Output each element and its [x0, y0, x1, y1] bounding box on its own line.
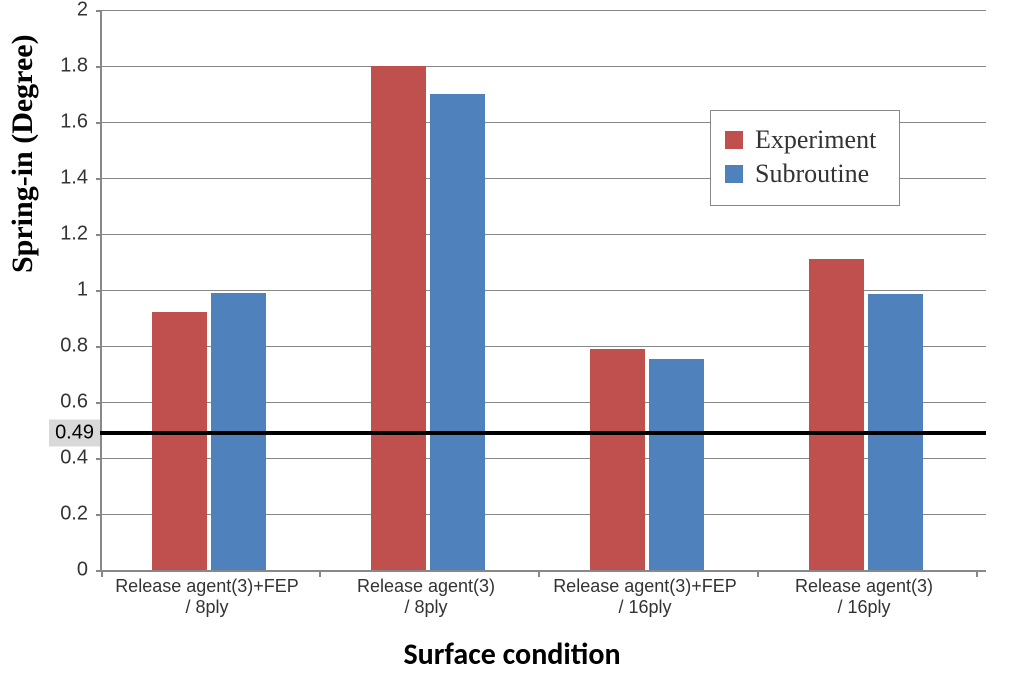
y-tick-label: 1.4: [28, 167, 88, 190]
x-category-label-line1: Release agent(3): [316, 576, 536, 597]
gridline: [102, 66, 986, 67]
y-tick: [96, 402, 102, 404]
legend-item: Subroutine: [725, 159, 883, 189]
legend-label: Experiment: [755, 125, 876, 155]
y-tick-label: 0.6: [28, 391, 88, 414]
x-category-label-line2: / 8ply: [316, 597, 536, 618]
plot-area: [100, 10, 986, 572]
y-tick: [96, 234, 102, 236]
bar-experiment: [590, 349, 645, 570]
legend-swatch: [725, 131, 743, 149]
bar-experiment: [152, 312, 207, 570]
x-category-label: Release agent(3)/ 16ply: [754, 576, 974, 617]
x-tick: [976, 570, 978, 577]
x-axis-title: Surface condition: [0, 636, 1024, 673]
x-category-label: Release agent(3)/ 8ply: [316, 576, 536, 617]
gridline: [102, 234, 986, 235]
x-axis-title-text: Surface condition: [403, 636, 620, 673]
x-category-label-line2: / 16ply: [754, 597, 974, 618]
y-tick: [96, 122, 102, 124]
y-tick-label: 1.2: [28, 223, 88, 246]
legend: Experiment Subroutine: [710, 110, 900, 206]
y-tick-label: 1.8: [28, 55, 88, 78]
legend-item: Experiment: [725, 125, 883, 155]
x-category-label-line1: Release agent(3): [754, 576, 974, 597]
reference-line: [88, 431, 986, 435]
x-category-label-line1: Release agent(3)+FEP: [97, 576, 317, 597]
y-tick: [96, 458, 102, 460]
y-tick: [96, 66, 102, 68]
y-tick-label: 0.4: [28, 447, 88, 470]
y-tick-label: 1.6: [28, 111, 88, 134]
y-tick-label: 1: [28, 279, 88, 302]
legend-swatch: [725, 165, 743, 183]
x-category-label-line2: / 8ply: [97, 597, 317, 618]
y-tick-label: 0.8: [28, 335, 88, 358]
bar-experiment: [809, 259, 864, 570]
x-category-label-line2: / 16ply: [535, 597, 755, 618]
chart-container: Spring-in (Degree) Surface condition Exp…: [0, 0, 1024, 687]
y-tick-label: 0: [28, 559, 88, 582]
legend-label: Subroutine: [755, 159, 869, 189]
y-tick: [96, 346, 102, 348]
bar-subroutine: [649, 359, 704, 570]
reference-line-label: 0.49: [49, 419, 100, 446]
y-tick-label: 0.2: [28, 503, 88, 526]
y-tick-label: 2: [28, 0, 88, 22]
bar-experiment: [371, 66, 426, 570]
y-tick: [96, 514, 102, 516]
x-category-label: Release agent(3)+FEP/ 8ply: [97, 576, 317, 617]
y-tick: [96, 290, 102, 292]
x-category-label-line1: Release agent(3)+FEP: [535, 576, 755, 597]
y-tick: [96, 10, 102, 12]
x-category-label: Release agent(3)+FEP/ 16ply: [535, 576, 755, 617]
bar-subroutine: [430, 94, 485, 570]
y-tick: [96, 178, 102, 180]
gridline: [102, 10, 986, 11]
